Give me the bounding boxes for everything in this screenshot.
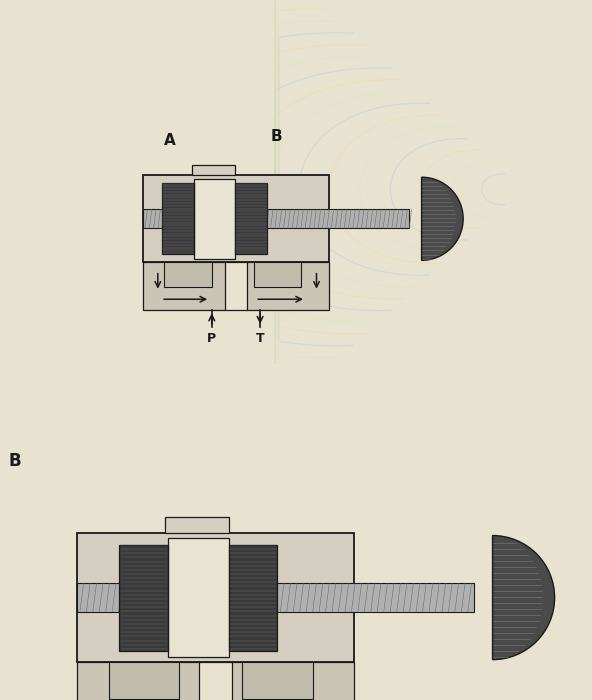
Bar bbox=[253, 262, 301, 287]
Bar bbox=[242, 662, 313, 699]
Text: B: B bbox=[271, 129, 282, 144]
Text: A: A bbox=[163, 132, 175, 148]
Bar bbox=[162, 183, 194, 254]
Text: P: P bbox=[207, 332, 216, 345]
Bar bbox=[247, 262, 329, 309]
Text: B: B bbox=[9, 452, 21, 470]
Bar bbox=[143, 176, 329, 262]
Bar bbox=[165, 262, 212, 287]
Bar bbox=[235, 183, 268, 254]
Wedge shape bbox=[422, 177, 463, 260]
Wedge shape bbox=[493, 536, 555, 659]
Bar bbox=[77, 662, 199, 700]
Bar bbox=[109, 662, 179, 699]
Bar bbox=[229, 545, 278, 650]
Bar bbox=[194, 179, 235, 258]
Bar bbox=[168, 538, 229, 657]
Bar bbox=[165, 517, 229, 533]
Text: T: T bbox=[256, 332, 265, 345]
Bar bbox=[192, 165, 235, 176]
Bar bbox=[143, 262, 225, 309]
Bar bbox=[77, 583, 474, 612]
Bar bbox=[120, 545, 168, 650]
Bar bbox=[143, 209, 409, 228]
Bar bbox=[232, 662, 354, 700]
Bar bbox=[77, 533, 354, 662]
